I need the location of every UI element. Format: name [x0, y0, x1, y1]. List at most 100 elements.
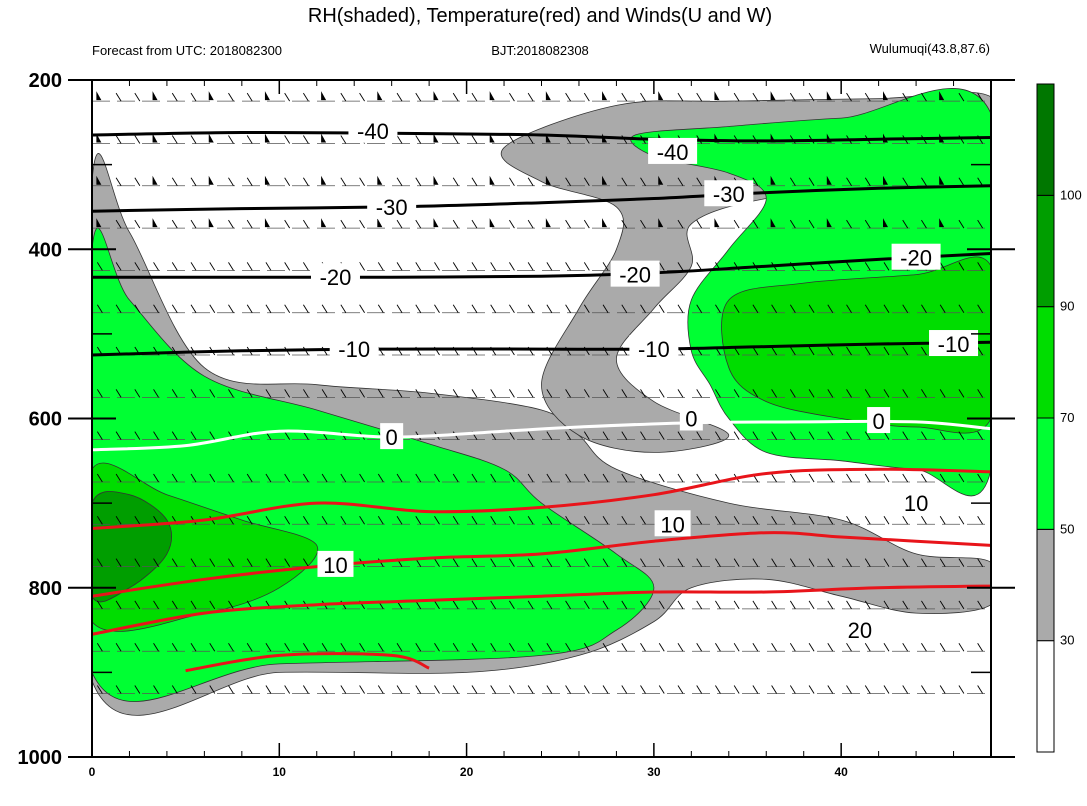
wind-barb	[452, 558, 459, 567]
contour-label: -30	[713, 182, 745, 207]
wind-barb-row	[96, 91, 984, 102]
wind-barb	[321, 685, 328, 694]
wind-barb	[171, 219, 178, 229]
contour-label-box	[891, 243, 941, 270]
wind-barb	[96, 431, 103, 440]
station-label: Wulumuqi(43.8,87.6)	[870, 41, 990, 56]
wind-barb	[284, 431, 291, 440]
contour-label: 0	[685, 407, 697, 432]
wind-barb	[246, 516, 253, 525]
wind-barb-row	[96, 516, 984, 525]
wind-barb	[527, 262, 534, 271]
wind-barb	[209, 473, 216, 483]
wind-barb	[115, 642, 122, 652]
wind-barb	[228, 304, 234, 313]
wind-barb	[434, 389, 440, 398]
wind-barb	[789, 346, 796, 356]
wind-barb	[415, 389, 422, 398]
wind-barb	[396, 685, 403, 694]
wind-barb	[115, 685, 122, 694]
wind-barb	[677, 92, 684, 102]
wind-pennant	[770, 175, 776, 185]
wind-barb	[771, 685, 777, 694]
wind-barb	[471, 473, 478, 483]
wind-barb	[134, 685, 141, 694]
wind-barb	[789, 642, 796, 652]
wind-barb	[883, 558, 890, 567]
wind-barb	[696, 177, 703, 187]
temp-contour-25	[185, 652, 430, 673]
wind-barb	[415, 262, 422, 271]
wind-barb	[733, 219, 740, 229]
wind-barb	[190, 642, 197, 652]
wind-barb	[902, 431, 909, 440]
wind-barb	[677, 685, 684, 694]
wind-barb	[583, 685, 590, 694]
wind-barb	[939, 558, 946, 567]
y-tick-label: 400	[29, 239, 62, 261]
wind-barb	[246, 473, 253, 483]
wind-barb	[602, 389, 609, 398]
wind-barb	[527, 642, 534, 652]
wind-barb	[958, 558, 965, 567]
wind-barb	[396, 642, 403, 652]
y-tick-label: 200	[29, 70, 62, 92]
wind-barb	[958, 600, 965, 610]
wind-barb	[509, 135, 515, 144]
wind-pennant	[939, 218, 945, 228]
wind-barb	[902, 642, 909, 652]
wind-barb	[153, 600, 159, 610]
wind-barb	[958, 389, 965, 398]
wind-barb	[284, 304, 291, 313]
contour-label: 10	[323, 553, 347, 578]
colorbar-tick-label: 30	[1060, 633, 1074, 648]
wind-barb	[265, 685, 272, 694]
wind-barb	[471, 177, 478, 187]
wind-barb	[359, 177, 365, 187]
wind-barb	[228, 262, 234, 271]
wind-pennant	[433, 218, 439, 228]
wind-barb	[602, 304, 609, 313]
wind-barb	[921, 558, 927, 567]
wind-barb	[471, 135, 478, 144]
wind-barb	[696, 642, 703, 652]
wind-barb	[115, 431, 122, 440]
wind-barb	[471, 516, 478, 525]
wind-barb	[527, 92, 534, 102]
temp-contour--10	[92, 340, 991, 357]
temp-contour-15	[92, 531, 991, 598]
wind-barb	[340, 92, 347, 102]
wind-barb	[153, 431, 159, 440]
wind-barb	[359, 685, 365, 694]
wind-pennant	[770, 91, 776, 101]
wind-barb	[658, 642, 665, 652]
wind-barb	[471, 219, 478, 229]
wind-barb	[359, 262, 365, 271]
wind-barb	[209, 600, 216, 610]
wind-barb	[340, 389, 347, 398]
wind-barb	[209, 431, 216, 440]
wind-barb	[977, 431, 984, 440]
wind-barb	[434, 304, 440, 313]
wind-pennant	[433, 175, 439, 185]
wind-barb	[115, 262, 122, 271]
wind-barb	[789, 177, 796, 187]
wind-barb	[96, 473, 103, 483]
wind-barb	[621, 92, 628, 102]
wind-barb	[939, 600, 946, 610]
wind-barb	[958, 473, 965, 483]
wind-barb	[303, 304, 309, 313]
wind-barb-row	[96, 473, 984, 483]
colorbar-tick-label: 50	[1060, 521, 1074, 536]
wind-barb	[490, 600, 497, 610]
wind-barb	[864, 473, 871, 483]
contour-label: -30	[376, 195, 408, 220]
wind-barb	[864, 642, 871, 652]
wind-barb	[153, 262, 159, 271]
wind-barb	[621, 431, 628, 440]
wind-barb	[452, 262, 459, 271]
wind-barb	[284, 685, 291, 694]
wind-barb	[565, 177, 571, 187]
wind-barb	[171, 642, 178, 652]
wind-barb	[565, 304, 571, 313]
